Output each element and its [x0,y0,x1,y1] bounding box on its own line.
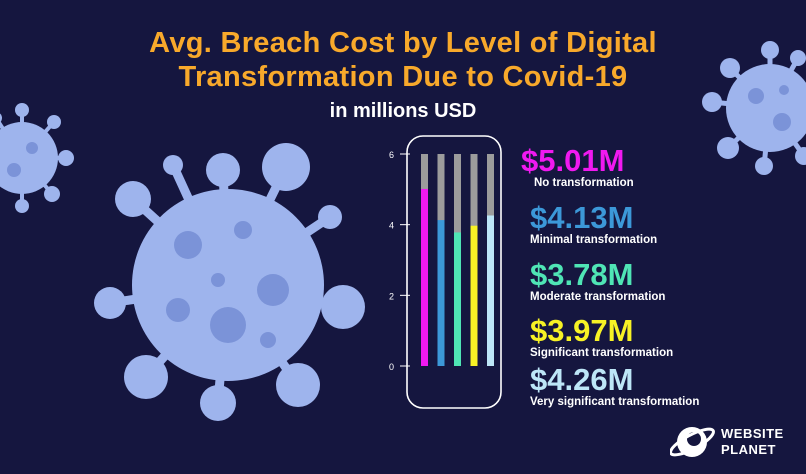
y-tick-label: 0 [389,362,394,372]
legend-label: Moderate transformation [530,291,666,303]
chart-title-line2: Transformation Due to Covid-19 [178,61,628,93]
y-tick-label: 4 [389,221,394,231]
legend-value: $3.78M [530,257,634,292]
legend-item: $4.13M Minimal transformation [530,202,657,247]
legend-label: Minimal transformation [530,234,658,246]
virus-small-left-icon [0,103,74,213]
chart-frame [406,135,502,409]
bar [470,225,478,366]
legend-value: $4.26M [530,362,634,397]
virus-large-icon [94,143,365,421]
legend-item: $4.26M Very significant transformation [530,364,699,409]
legend-label: Significant transformation [530,347,674,359]
legend-item: $5.01M No transformation [521,145,634,190]
legend-value: $5.01M [521,143,625,178]
bar [437,220,445,366]
chart-subtitle: in millions USD [329,100,477,122]
virus-small-right-icon [702,41,806,175]
bar [487,215,494,366]
y-tick-label: 2 [389,291,394,301]
planet-logo-icon [670,427,715,457]
legend-label: Very significant transformation [530,396,700,408]
legend-item: $3.97M Significant transformation [530,315,673,360]
bar-chart: 0 2 4 6 [389,135,502,409]
legend-value: $3.97M [530,313,634,348]
legend-item: $3.78M Moderate transformation [530,259,665,304]
logo-text-line1: WEBSITE [721,426,784,441]
legend-value: $4.13M [530,200,634,235]
y-tick-label: 6 [389,150,394,160]
chart-title: Avg. Breach Cost by Level of Digital Tra… [0,26,806,94]
logo-text-line2: PLANET [721,442,776,457]
bar [454,232,461,366]
bar [421,188,428,366]
chart-title-line1: Avg. Breach Cost by Level of Digital [149,27,657,59]
legend-label: No transformation [534,177,634,189]
website-planet-logo: WEBSITE PLANET [670,421,800,463]
